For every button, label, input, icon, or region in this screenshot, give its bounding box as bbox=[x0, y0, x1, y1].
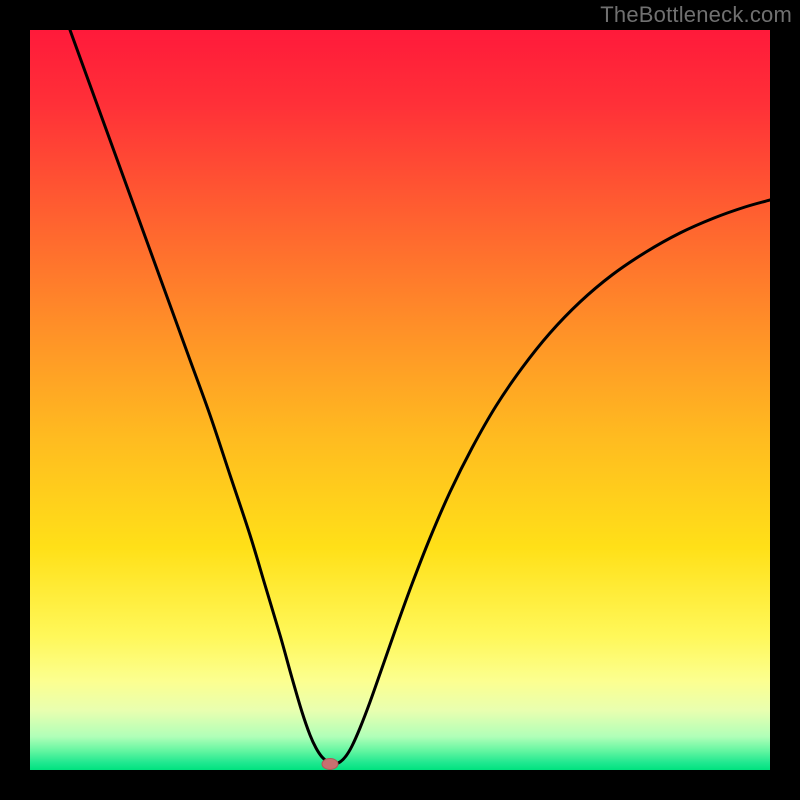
chart-frame: TheBottleneck.com bbox=[0, 0, 800, 800]
optimum-marker bbox=[322, 759, 338, 770]
plot-area bbox=[30, 30, 770, 770]
gradient-background bbox=[30, 30, 770, 770]
bottleneck-chart bbox=[30, 30, 770, 770]
watermark-label: TheBottleneck.com bbox=[600, 2, 792, 28]
